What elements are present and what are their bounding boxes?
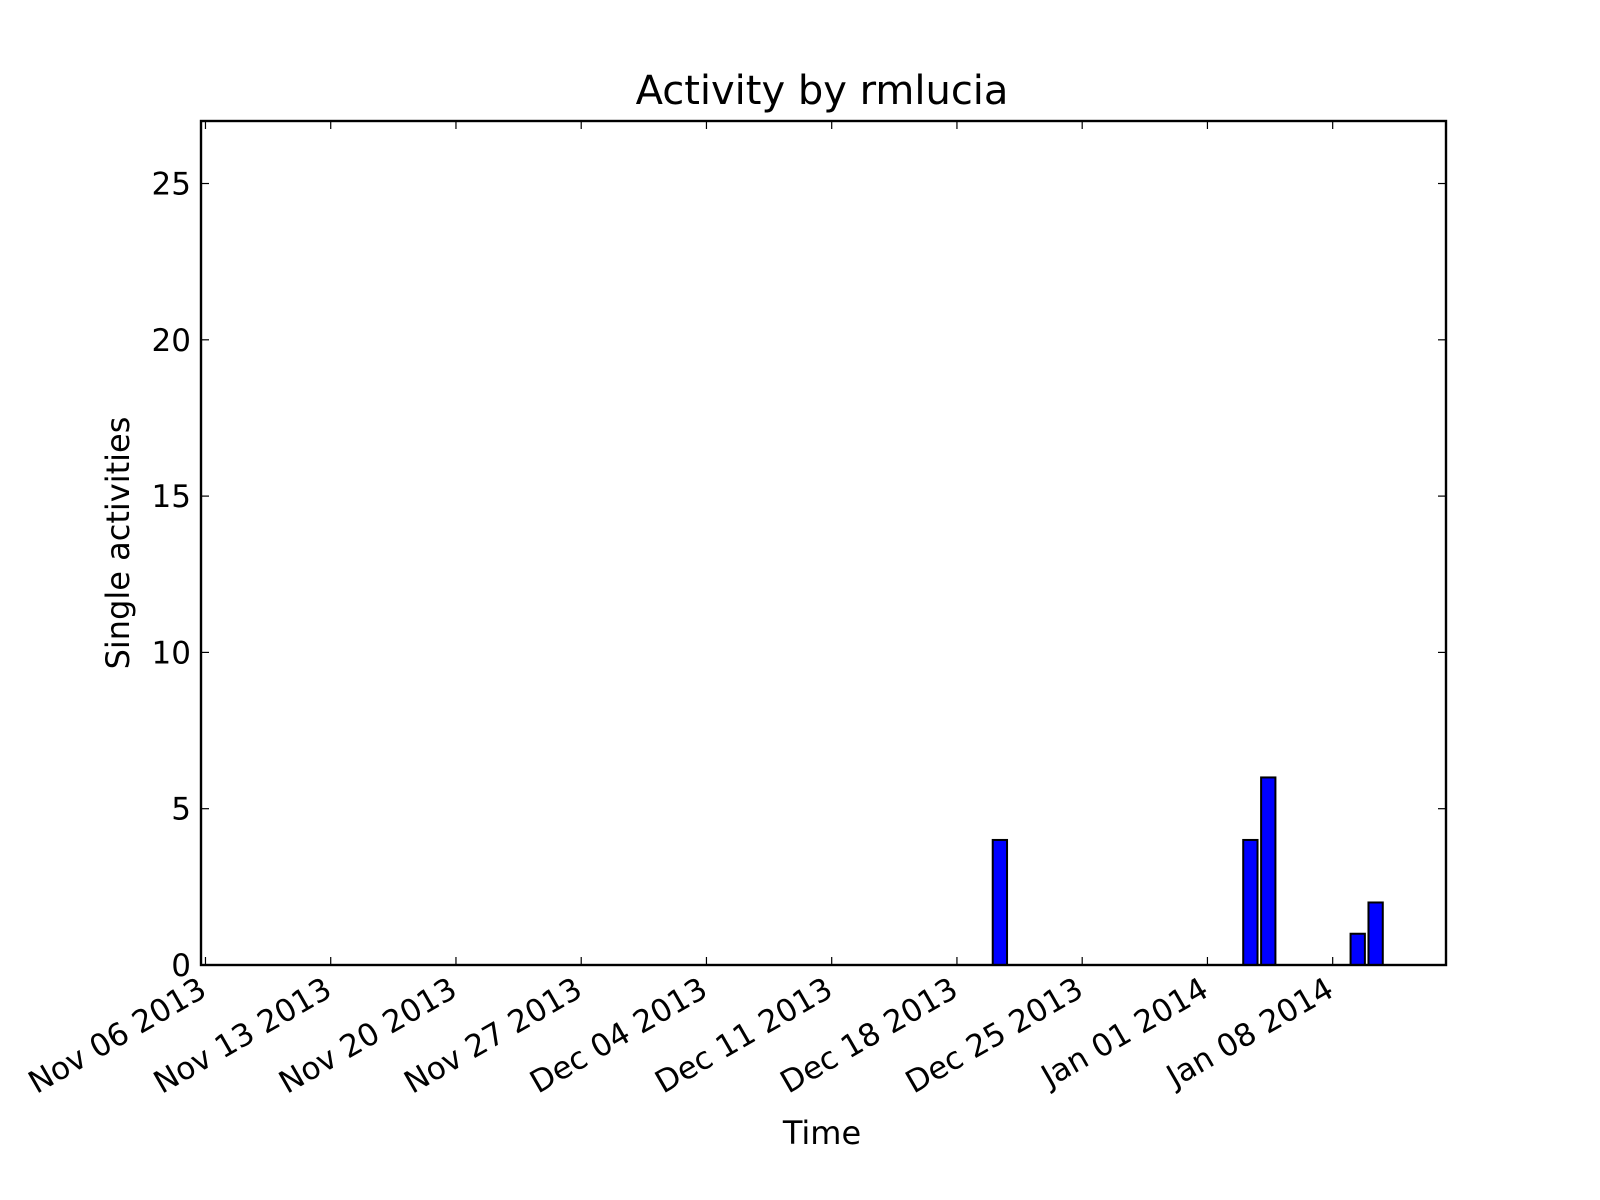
bar-2014-01-09 [1349,932,1366,966]
y-tick-label-15: 15 [152,479,191,515]
axes-frame [199,119,1448,967]
y-axis-label: Single activities [99,417,137,670]
y-tick-label-10: 10 [152,635,191,671]
bar-2014-01-10 [1367,901,1384,966]
bar-2014-01-03 [1242,838,1259,967]
y-tick-label-5: 5 [171,792,191,828]
bar-2014-01-04 [1260,776,1277,966]
y-tick-label-0: 0 [171,948,191,984]
chart-title: Activity by rmlucia [636,68,1009,114]
y-tick-label-20: 20 [152,323,191,359]
x-axis-label: Time [782,1114,861,1152]
y-tick-label-25: 25 [152,167,191,203]
bar-2013-12-20 [991,838,1009,967]
